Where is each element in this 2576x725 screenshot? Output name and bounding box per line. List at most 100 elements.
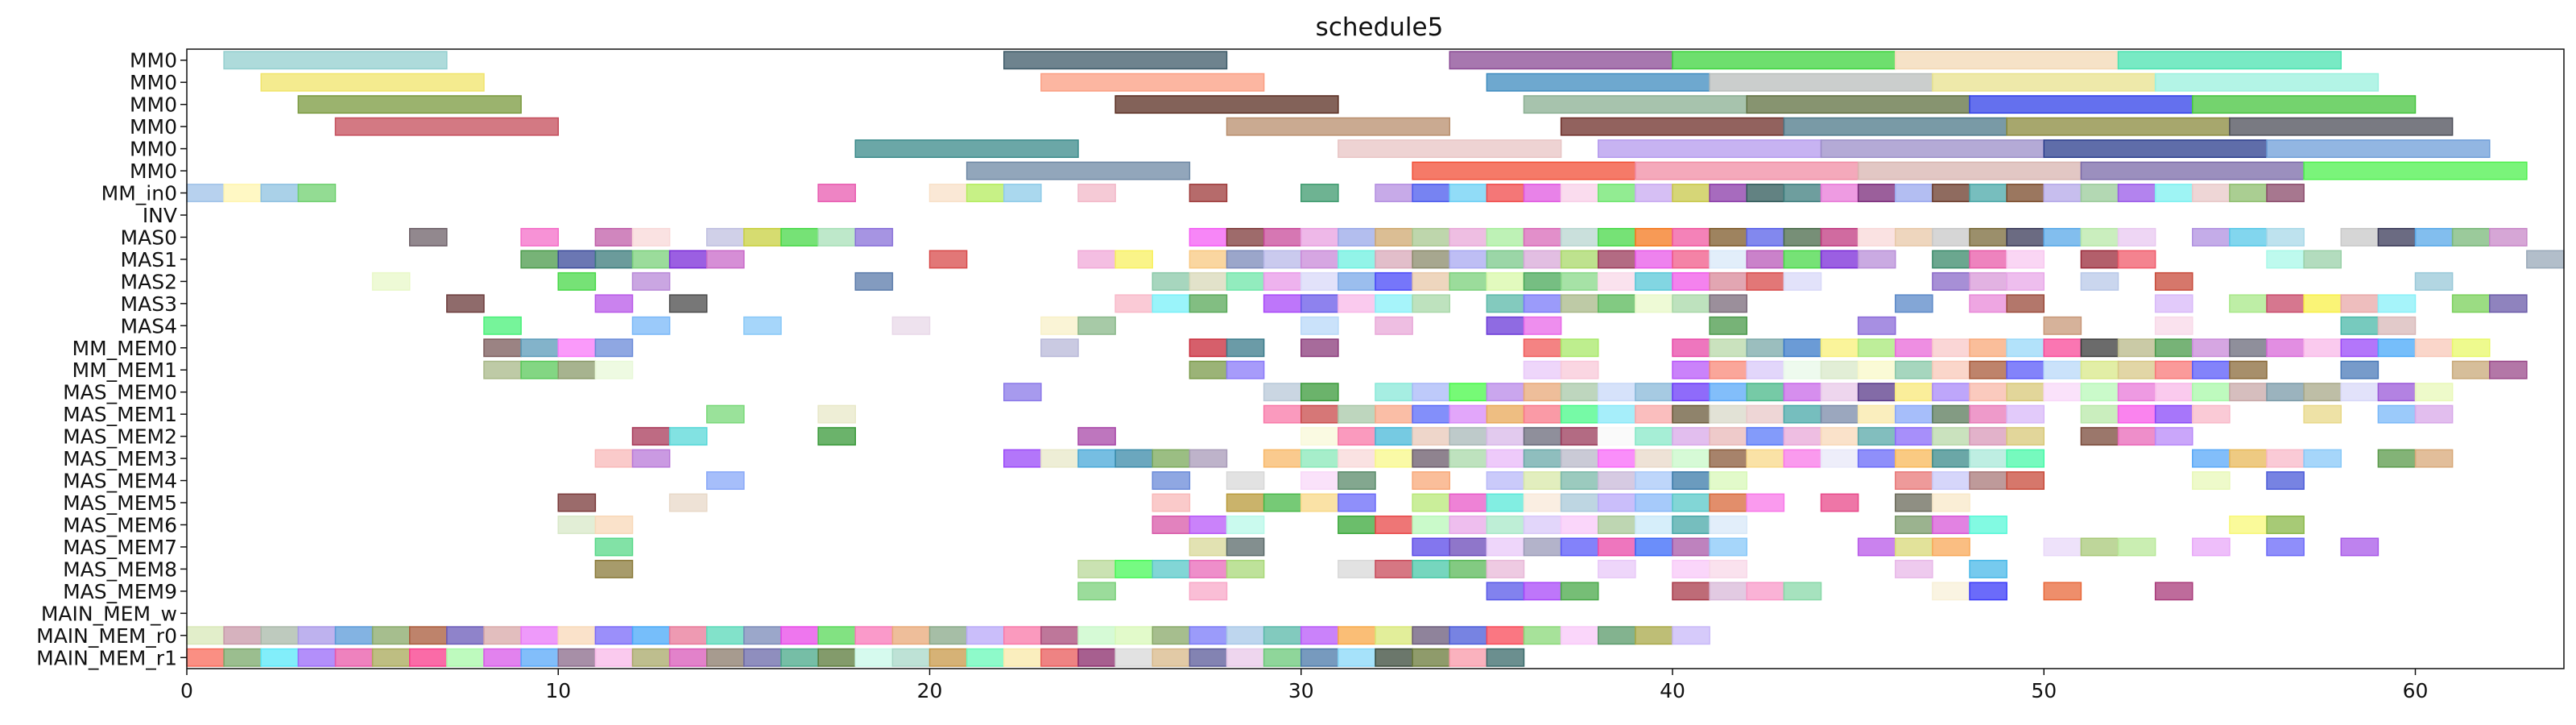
task-bar — [2117, 184, 2156, 202]
task-bar — [334, 648, 374, 667]
task-bar — [223, 184, 262, 202]
task-bar — [1560, 427, 1599, 446]
task-bar — [1709, 227, 1747, 246]
task-bar — [743, 648, 782, 667]
task-bar — [520, 626, 559, 645]
task-bar — [1226, 493, 1265, 512]
task-bar — [1189, 626, 1228, 645]
task-bar — [2229, 227, 2268, 246]
task-bar — [1412, 271, 1450, 291]
task-bar — [2489, 294, 2528, 313]
task-bar — [1932, 404, 1970, 424]
task-bar — [1746, 250, 1785, 269]
task-bar — [1338, 626, 1376, 645]
task-bar — [1635, 404, 1673, 424]
task-bar — [631, 316, 671, 335]
task-bar — [1746, 338, 1785, 358]
task-bar — [1672, 449, 1710, 468]
task-bar — [1560, 184, 1599, 202]
row-label: MAS_MEM0 — [63, 381, 177, 404]
task-bar — [965, 161, 1191, 180]
task-bar — [1783, 271, 1822, 291]
task-bar — [2080, 383, 2119, 402]
task-bar — [2229, 383, 2268, 402]
task-bar — [1932, 184, 1970, 202]
task-bar — [594, 626, 634, 645]
task-bar — [1895, 516, 1933, 534]
task-bar — [2229, 117, 2454, 136]
task-bar — [1895, 493, 1933, 512]
task-bar — [2080, 271, 2119, 291]
task-bar — [1523, 250, 1562, 269]
task-bar — [1635, 516, 1673, 534]
task-bar — [1412, 427, 1450, 446]
task-bar — [2340, 316, 2380, 335]
task-bar — [2192, 227, 2231, 246]
task-bar — [1375, 271, 1413, 291]
task-bar — [2489, 227, 2528, 246]
task-bar — [594, 360, 634, 379]
task-bar — [1895, 537, 1933, 557]
task-bar — [2229, 184, 2268, 202]
task-bar — [1709, 427, 1747, 446]
task-bar — [2229, 338, 2268, 358]
task-bar — [1969, 471, 2007, 491]
task-bar — [1932, 537, 1970, 557]
task-bar — [1635, 161, 1859, 180]
task-bar — [1263, 294, 1302, 313]
task-bar — [1857, 184, 1896, 202]
task-bar — [1077, 316, 1116, 335]
task-bar — [1114, 95, 1339, 114]
task-bar — [1189, 338, 1228, 358]
task-bar — [817, 227, 856, 246]
task-bar — [1300, 316, 1339, 335]
task-bar — [2192, 95, 2417, 114]
task-bar — [1820, 139, 2045, 159]
task-bar — [1857, 427, 1896, 446]
row-label: MAIN_MEM_r1 — [36, 646, 177, 669]
task-bar — [1375, 294, 1413, 313]
row-label: MM0 — [130, 71, 177, 94]
task-bar — [1412, 294, 1450, 313]
task-bar — [446, 648, 485, 667]
task-bar — [743, 316, 782, 335]
task-bar — [1449, 427, 1488, 446]
task-bar — [1486, 250, 1525, 269]
task-bar — [409, 626, 448, 645]
task-bar — [557, 648, 597, 667]
task-bar — [1709, 360, 1747, 379]
task-bar — [1709, 537, 1747, 557]
task-bar — [1857, 338, 1896, 358]
task-bar — [1932, 227, 1970, 246]
task-bar — [1969, 582, 2007, 601]
task-bar — [631, 648, 671, 667]
task-bar — [1635, 537, 1673, 557]
task-bar — [557, 493, 597, 512]
task-bar — [1300, 626, 1339, 645]
task-bar — [2414, 404, 2454, 424]
task-bar — [1338, 559, 1376, 578]
task-bar — [520, 360, 559, 379]
task-bar — [1560, 383, 1599, 402]
task-bar — [1932, 449, 1970, 468]
task-bar — [965, 626, 1005, 645]
task-bar — [2266, 250, 2305, 269]
task-bar — [1932, 360, 1970, 379]
task-bar — [1635, 427, 1673, 446]
task-bar — [1300, 383, 1339, 402]
task-bar — [1635, 471, 1673, 491]
task-bar — [1672, 383, 1710, 402]
task-bar — [1523, 95, 1747, 114]
task-bar — [1746, 582, 1785, 601]
task-bar — [817, 404, 856, 424]
task-bar — [1783, 184, 1822, 202]
task-bar — [594, 227, 634, 246]
task-bar — [520, 648, 559, 667]
task-bar — [2117, 360, 2156, 379]
task-bar — [1375, 404, 1413, 424]
task-bar — [891, 648, 931, 667]
task-bar — [1300, 404, 1339, 424]
task-bar — [483, 626, 522, 645]
task-bar — [1003, 626, 1042, 645]
